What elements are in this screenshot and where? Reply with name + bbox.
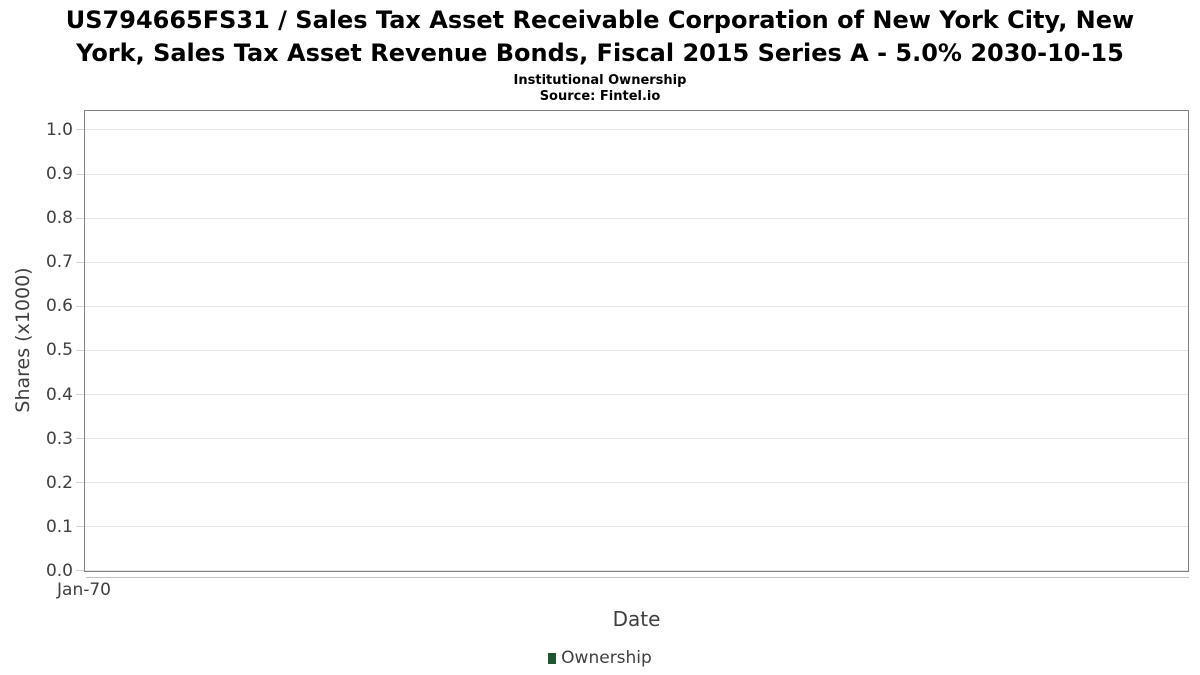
y-tick-mark [76,482,84,484]
x-tick-label: Jan-70 [57,580,111,600]
y-tick-mark [76,394,84,396]
y-tick-label: 0.6 [45,296,73,317]
chart-header: US794665FS31 / Sales Tax Asset Receivabl… [0,4,1200,105]
gridline [85,482,1188,484]
y-tick-mark [76,217,84,219]
y-tick-mark [76,526,84,528]
y-tick-label: 0.9 [45,164,73,185]
gridline [85,394,1188,396]
y-tick-label: 0.0 [45,561,73,581]
x-axis-label: Date [612,607,661,631]
y-tick-label: 0.8 [45,208,73,229]
gridline [85,570,1188,571]
y-tick-mark [76,261,84,263]
y-axis-ticks [76,111,84,571]
legend: Ownership [0,647,1200,669]
y-tick-mark [76,129,84,131]
y-axis-label: Shares (x1000) [12,267,34,413]
gridline [85,217,1188,219]
gridline [85,526,1188,528]
gridline [85,173,1188,175]
chart-title-line-2: York, Sales Tax Asset Revenue Bonds, Fis… [76,39,1124,67]
chart-subtitle: Institutional Ownership [513,73,687,88]
y-tick-mark [76,570,84,571]
y-tick-label: 0.7 [45,252,73,273]
legend-item-ownership[interactable]: Ownership [548,648,652,668]
legend-label-ownership: Ownership [561,648,652,668]
plot-area[interactable] [84,110,1189,572]
y-tick-label: 0.3 [45,428,73,449]
y-tick-mark [76,173,84,175]
gridline [85,261,1188,263]
x-axis-line [86,577,1189,578]
y-tick-label: 0.4 [45,384,73,405]
y-axis-labels: 0.0 0.1 0.2 0.3 0.4 0.5 0.6 0.7 0.8 0.9 1.0 [0,111,73,581]
y-tick-mark [76,438,84,440]
gridline [85,438,1188,440]
chart-title-line-1: US794665FS31 / Sales Tax Asset Receivabl… [65,6,1135,34]
legend-marker-ownership [548,652,557,664]
chart-title: US794665FS31 / Sales Tax Asset Receivabl… [0,4,1200,70]
y-tick-label: 1.0 [45,119,73,140]
gridline [85,305,1188,307]
chart-source: Source: Fintel.io [539,89,661,104]
gridline [85,129,1188,131]
y-tick-mark [76,349,84,351]
y-tick-label: 0.2 [45,472,73,493]
y-tick-label: 0.5 [45,340,73,361]
gridline [85,349,1188,351]
y-tick-mark [76,305,84,307]
y-tick-label: 0.1 [45,516,73,537]
